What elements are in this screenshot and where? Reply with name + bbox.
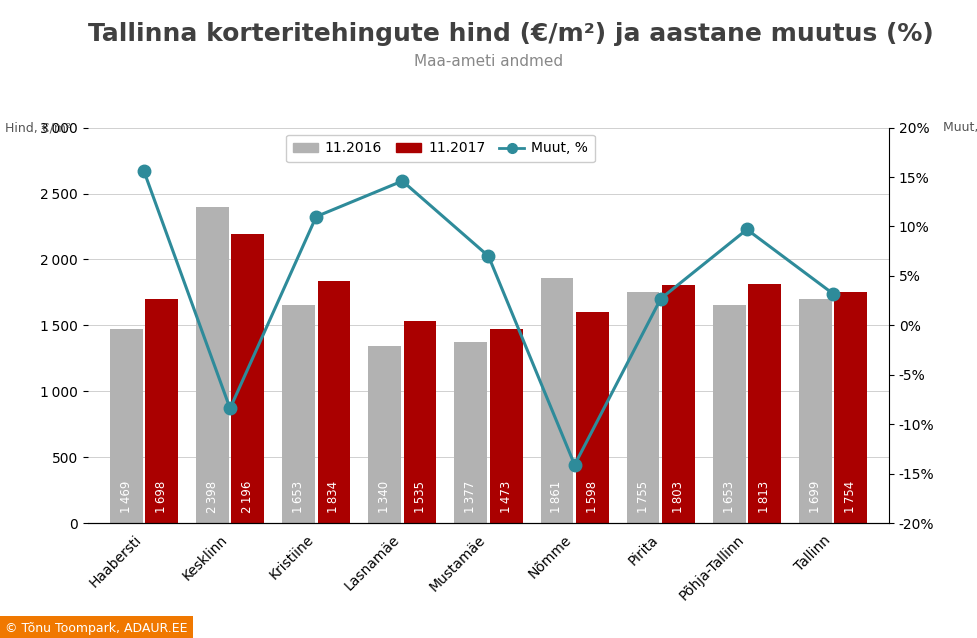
Text: 1 834: 1 834 [327,480,340,512]
Bar [196,207,229,523]
Text: 1 803: 1 803 [672,480,685,512]
Muut, % [742,226,753,234]
Bar [109,329,143,523]
Text: 1 535: 1 535 [413,480,427,512]
Text: 1 340: 1 340 [378,480,391,512]
Text: 1 699: 1 699 [809,480,822,512]
Muut, % [224,404,235,412]
Text: 2 398: 2 398 [206,480,219,512]
Muut, % [397,177,408,185]
Muut, % [311,213,322,221]
Bar [454,341,488,523]
Bar [232,234,264,523]
Text: 1 698: 1 698 [155,480,168,512]
Text: 1 598: 1 598 [586,480,599,512]
Bar [540,278,573,523]
Muut, % [828,290,839,297]
Text: 1 755: 1 755 [637,480,650,512]
Bar [627,292,659,523]
Bar [799,299,831,523]
Text: Maa-ameti andmed: Maa-ameti andmed [414,54,563,70]
Text: © Tõnu Toompark, ADAUR.EE: © Tõnu Toompark, ADAUR.EE [5,622,188,635]
Text: 1 813: 1 813 [758,480,771,512]
Bar [282,305,315,523]
Text: Hind, €/m²: Hind, €/m² [5,121,71,134]
Muut, % [483,252,494,260]
Bar [834,292,868,523]
Bar [489,329,523,523]
Text: 1 861: 1 861 [550,480,564,512]
Text: 1 469: 1 469 [120,480,133,512]
Text: 1 377: 1 377 [464,480,478,512]
Bar [575,313,609,523]
Bar [662,285,695,523]
Bar [146,299,178,523]
Bar [368,346,402,523]
Legend: 11.2016, 11.2017, Muut, %: 11.2016, 11.2017, Muut, % [286,135,595,163]
Muut, % [138,167,149,175]
Text: Tallinna korteritehingute hind (€/m²) ja aastane muutus (%): Tallinna korteritehingute hind (€/m²) ja… [88,22,934,47]
Muut, % [655,295,666,302]
Text: 1 653: 1 653 [723,480,736,512]
Text: 1 754: 1 754 [844,480,857,512]
Bar [404,321,437,523]
Bar [748,284,781,523]
Muut, % [569,461,580,469]
Bar [318,281,350,523]
Text: 1 653: 1 653 [292,480,305,512]
Bar [713,305,745,523]
Text: Muut, %: Muut, % [943,121,977,134]
Text: 2 196: 2 196 [241,480,254,512]
Text: 1 473: 1 473 [499,480,513,512]
Line: Muut, %: Muut, % [138,165,839,471]
